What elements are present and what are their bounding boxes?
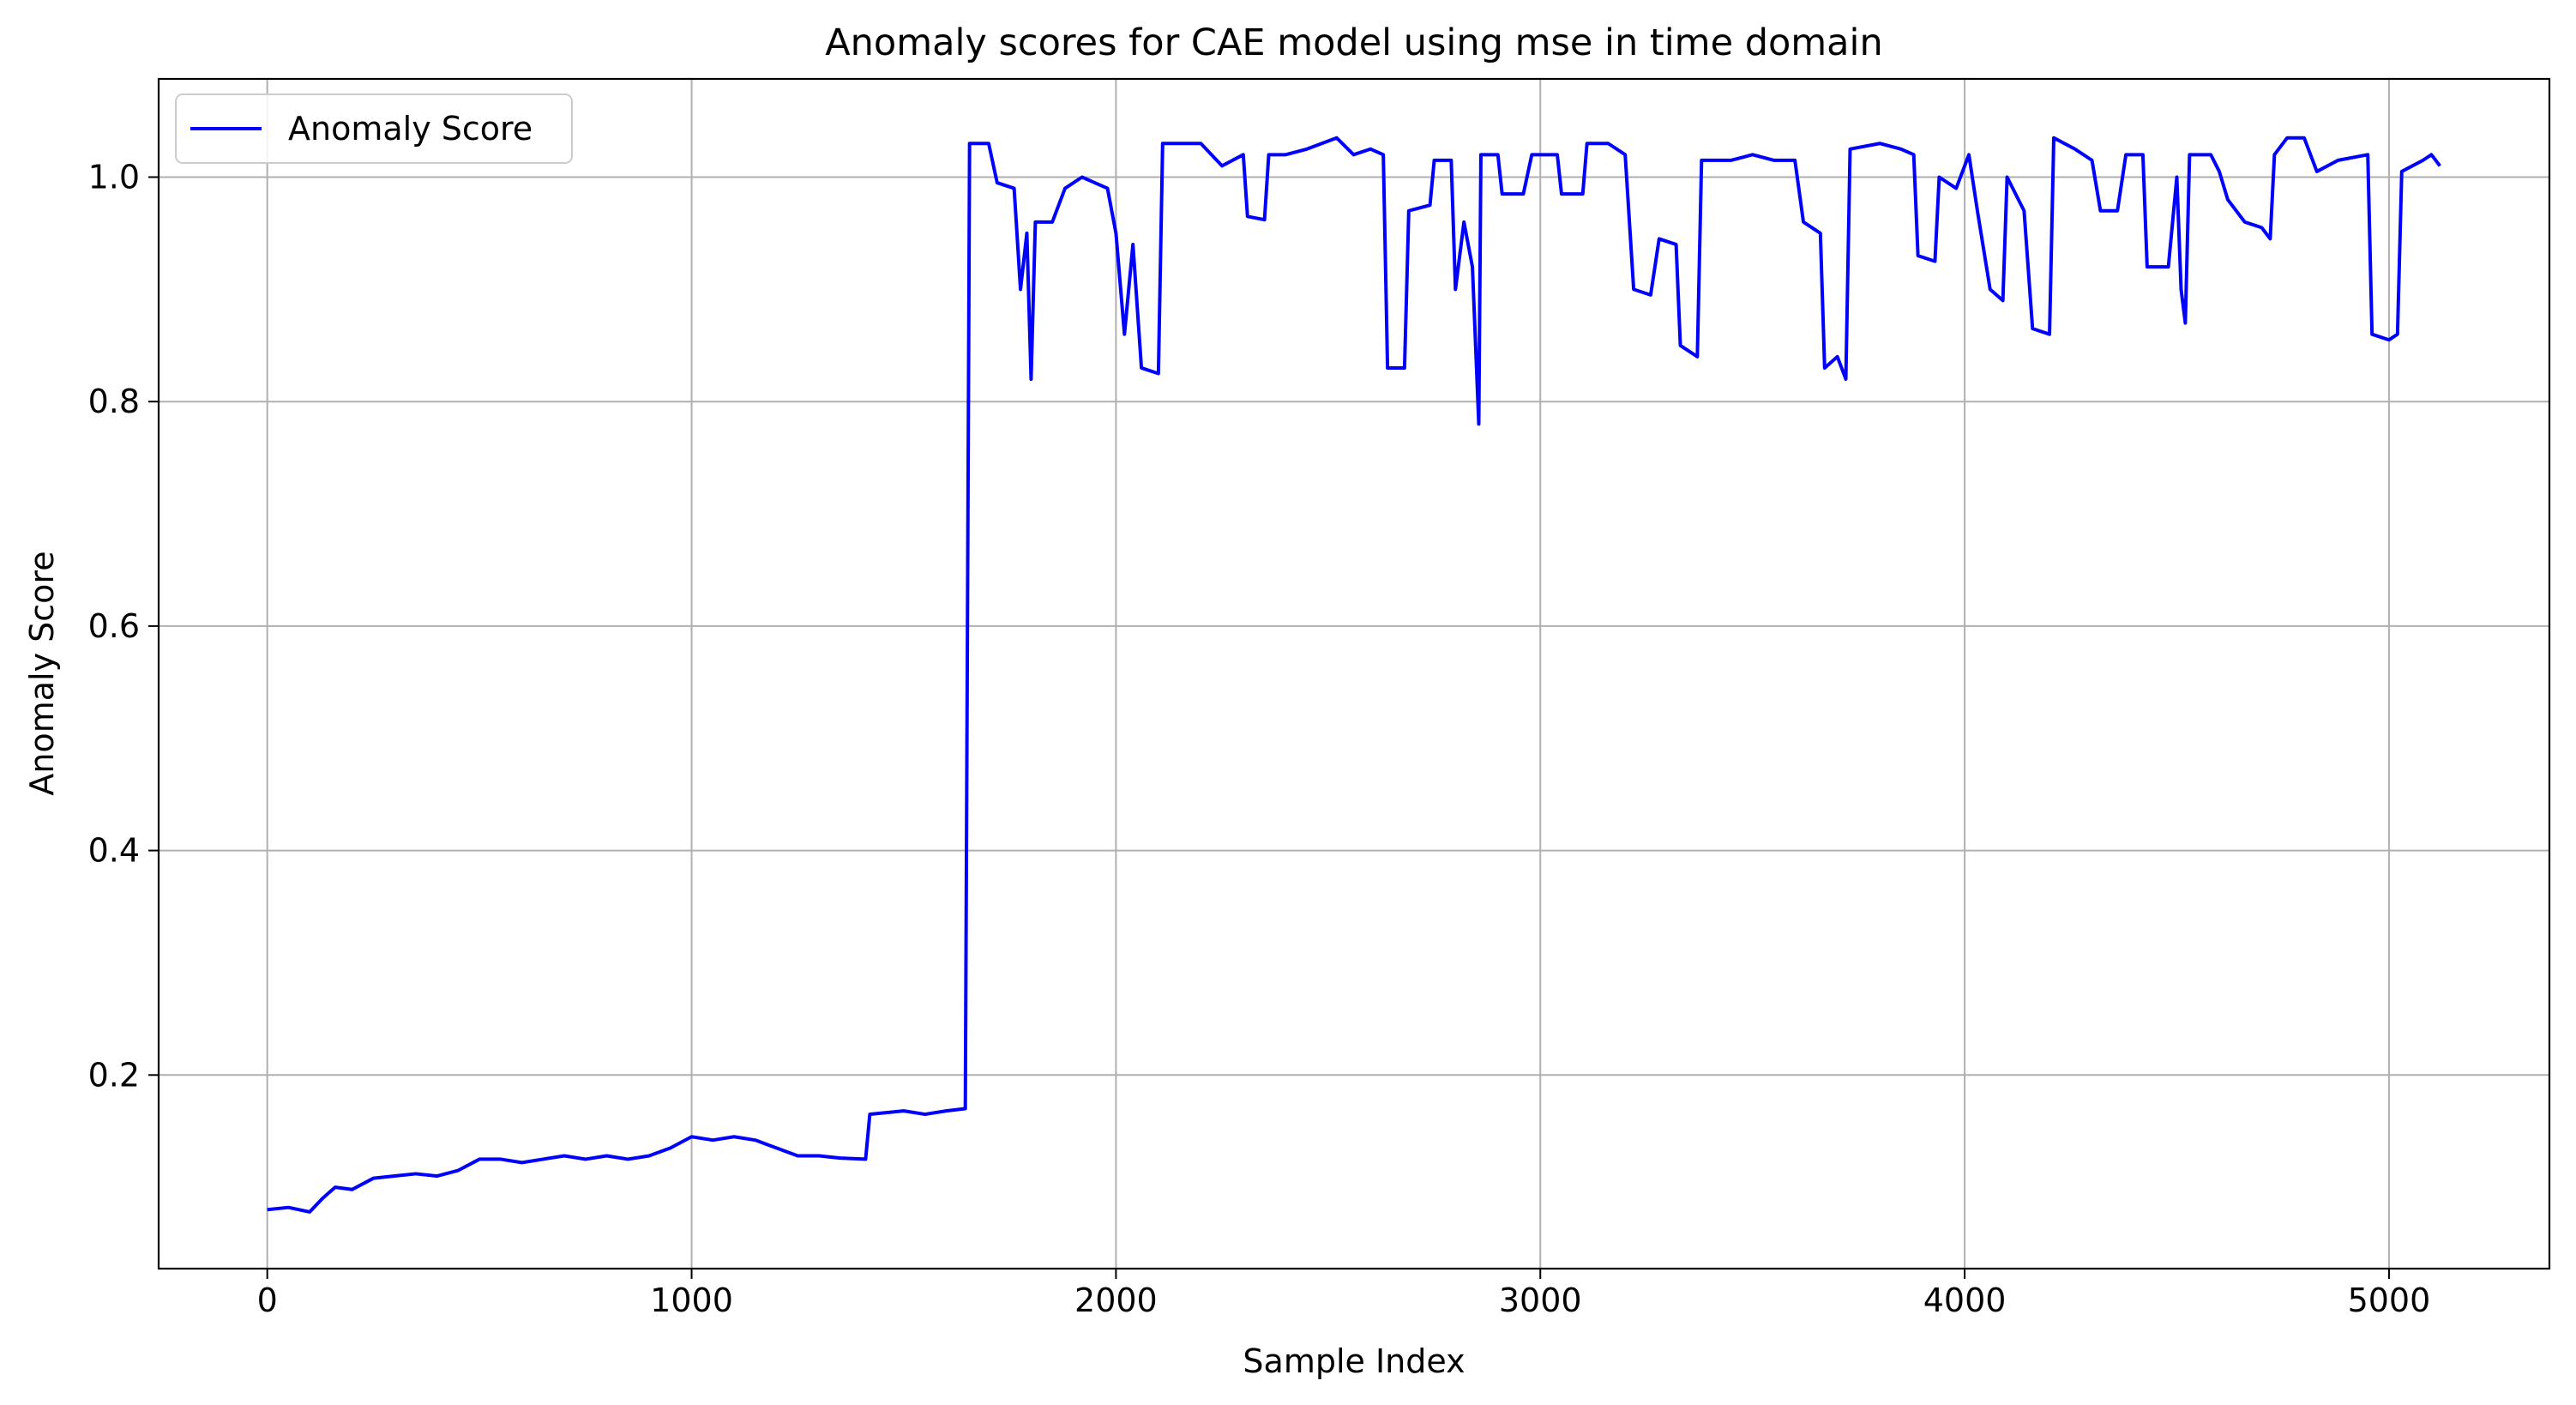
axis-ticks: 0 1000 2000 3000 4000 5000 0.2 0.4 0.6 0.8 1.0 — [88, 158, 2431, 1319]
y-tick-label: 0.8 — [88, 383, 140, 420]
x-tick-label: 0 — [257, 1281, 278, 1319]
series-line-anomaly-score — [267, 136, 2441, 1214]
plot-frame — [157, 77, 2551, 1270]
y-tick-label: 1.0 — [88, 158, 140, 196]
y-tick-label: 0.4 — [88, 832, 140, 870]
x-tick-label: 3000 — [1499, 1281, 1582, 1319]
grid-lines — [159, 79, 2549, 1269]
chart-title: Anomaly scores for CAE model using mse i… — [825, 21, 1882, 64]
y-tick-label: 0.6 — [88, 607, 140, 645]
x-tick-label: 1000 — [650, 1281, 733, 1319]
legend: Anomaly Score — [175, 93, 573, 164]
x-tick-label: 5000 — [2348, 1281, 2431, 1319]
x-tick-label: 2000 — [1074, 1281, 1158, 1319]
series-layer — [267, 136, 2441, 1214]
plot-area — [159, 79, 2549, 1269]
y-tick-label: 0.2 — [88, 1056, 140, 1094]
x-tick-label: 4000 — [1923, 1281, 2007, 1319]
x-axis-label: Sample Index — [1243, 1342, 1465, 1380]
y-axis-label: Anomaly Score — [23, 551, 61, 795]
legend-box — [175, 93, 573, 164]
legend-entry-label: Anomaly Score — [288, 110, 533, 148]
